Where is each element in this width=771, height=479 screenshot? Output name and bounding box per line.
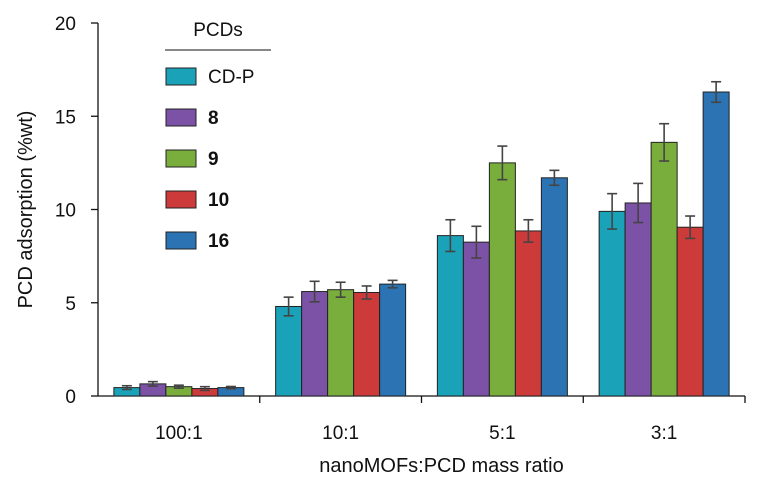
legend-label-16: 16 [208,231,229,252]
bar-10-3:1 [676,226,704,397]
bar-8-5:1 [462,241,490,397]
y-tick-label: 15 [55,107,76,128]
bar-10-5:1 [514,230,542,397]
x-axis-title: nanoMOFs:PCD mass ratio [319,455,564,477]
bar-10-10:1 [353,291,381,397]
bar-9-5:1 [488,162,516,397]
bar-CD-P-3:1 [598,210,626,397]
legend-label-CD-P: CD-P [208,67,254,88]
legend-label-10: 10 [208,190,229,211]
legend-swatch-CD-P [165,67,197,86]
bar-8-10:1 [301,291,329,397]
bar-16-5:1 [540,177,568,397]
x-tick-label: 100:1 [155,423,203,444]
y-axis-title: PCD adsorption (%wt) [15,111,37,309]
legend-label-8: 8 [208,108,219,129]
y-tick-label: 5 [65,294,76,315]
bar-CD-P-5:1 [436,235,464,397]
legend-swatch-16 [165,231,197,250]
legend-swatch-8 [165,108,197,127]
legend-title: PCDs [193,20,243,41]
x-tick-label: 10:1 [322,423,359,444]
legend-swatch-9 [165,149,197,168]
bar-CD-P-10:1 [275,305,303,397]
bar-16-10:1 [379,283,407,397]
bar-16-3:1 [702,91,730,397]
x-tick-label: 5:1 [489,423,515,444]
bar-9-10:1 [327,289,355,397]
y-tick-label: 10 [55,201,76,222]
bar-9-3:1 [650,141,678,397]
y-tick-label: 20 [55,14,76,35]
x-tick-label: 3:1 [651,423,677,444]
legend-label-9: 9 [208,149,219,170]
bar-8-3:1 [624,202,652,397]
y-tick-label: 0 [65,387,76,408]
legend-swatch-10 [165,190,197,209]
